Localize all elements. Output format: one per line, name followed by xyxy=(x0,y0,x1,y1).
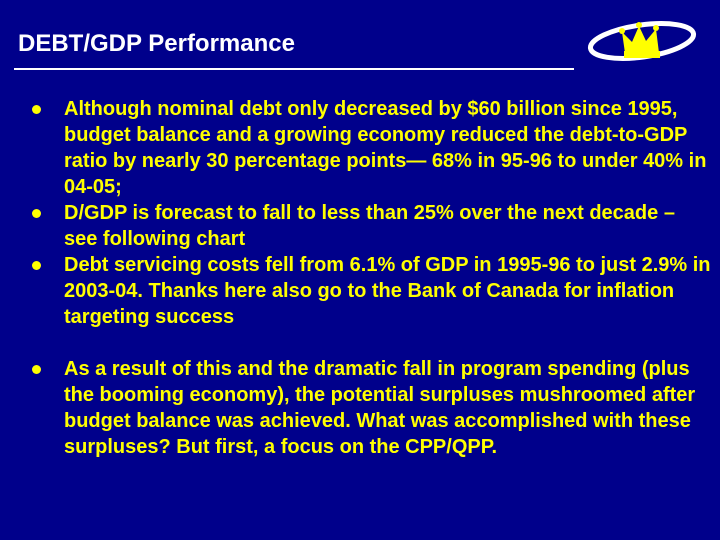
bullet-dot-icon xyxy=(32,365,41,374)
bullet-dot-icon xyxy=(32,105,41,114)
title-underline xyxy=(14,68,574,70)
list-item: D/GDP is forecast to fall to less than 2… xyxy=(32,200,712,252)
bullet-dot-icon xyxy=(32,261,41,270)
list-item: Debt servicing costs fell from 6.1% of G… xyxy=(32,252,712,330)
bullet-text: As a result of this and the dramatic fal… xyxy=(64,358,696,458)
bullet-text: Although nominal debt only decreased by … xyxy=(64,98,707,198)
bullet-text: Debt servicing costs fell from 6.1% of G… xyxy=(64,254,711,328)
bullet-list: Although nominal debt only decreased by … xyxy=(32,96,712,460)
crown-logo-icon xyxy=(587,21,697,61)
bullet-text: D/GDP is forecast to fall to less than 2… xyxy=(64,202,675,250)
slide-title: DEBT/GDP Performance xyxy=(18,30,295,57)
bullet-dot-icon xyxy=(32,209,41,218)
list-item: As a result of this and the dramatic fal… xyxy=(32,356,712,460)
list-item: Although nominal debt only decreased by … xyxy=(32,96,712,200)
